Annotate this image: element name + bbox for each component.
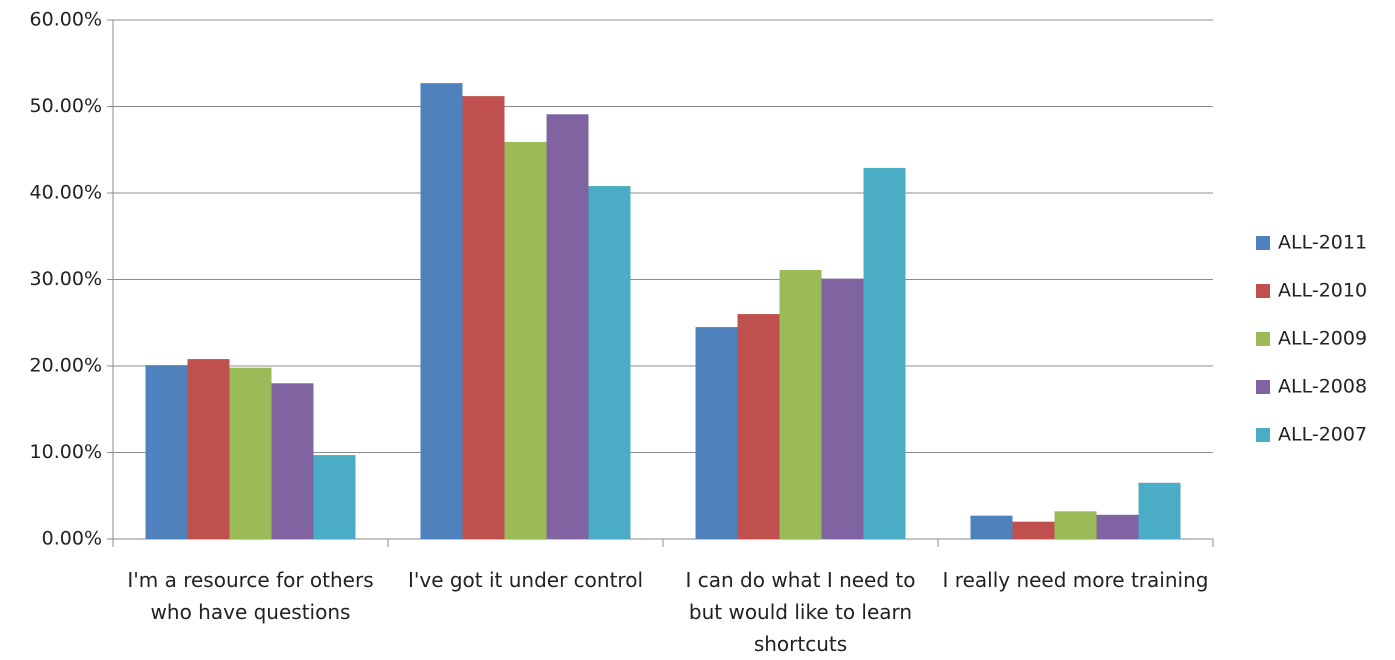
y-tick-label: 40.00%	[30, 182, 102, 204]
bar	[1096, 514, 1139, 539]
bar	[229, 367, 272, 539]
bar	[462, 96, 505, 540]
legend-swatch	[1256, 332, 1270, 346]
bar	[1138, 482, 1181, 539]
x-tick-label: I can do what I need to but would like t…	[685, 568, 916, 656]
bar	[1054, 511, 1097, 539]
y-tick-label: 20.00%	[30, 355, 102, 377]
legend-label: ALL-2009	[1278, 328, 1367, 350]
bar	[504, 141, 547, 539]
bar	[187, 359, 230, 539]
bar	[271, 383, 314, 539]
x-tick-label: I've got it under control	[407, 568, 644, 592]
bar	[695, 327, 738, 539]
y-tick-label: 60.00%	[30, 9, 102, 31]
y-tick-label: 0.00%	[42, 528, 102, 550]
legend-swatch	[1256, 284, 1270, 298]
bar	[970, 515, 1013, 539]
bar	[779, 269, 822, 539]
legend-label: ALL-2011	[1278, 232, 1367, 254]
bar	[145, 365, 188, 539]
x-tick-label: I'm a resource for others who have quest…	[127, 568, 374, 624]
legend-label: ALL-2007	[1278, 424, 1367, 446]
bar	[737, 314, 780, 539]
y-tick-label: 10.00%	[30, 441, 102, 463]
legend-label: ALL-2008	[1278, 376, 1367, 398]
legend-swatch	[1256, 428, 1270, 442]
bar	[1012, 521, 1055, 539]
bar	[546, 114, 589, 539]
y-tick-label: 50.00%	[30, 95, 102, 117]
legend-swatch	[1256, 380, 1270, 394]
legend-swatch	[1256, 236, 1270, 250]
bar	[863, 167, 906, 540]
legend-label: ALL-2010	[1278, 280, 1367, 302]
y-tick-label: 30.00%	[30, 268, 102, 290]
bar	[313, 455, 356, 539]
bar	[588, 186, 631, 539]
bar	[420, 83, 463, 540]
x-tick-label: I really need more training	[942, 568, 1209, 592]
bar	[821, 278, 864, 539]
